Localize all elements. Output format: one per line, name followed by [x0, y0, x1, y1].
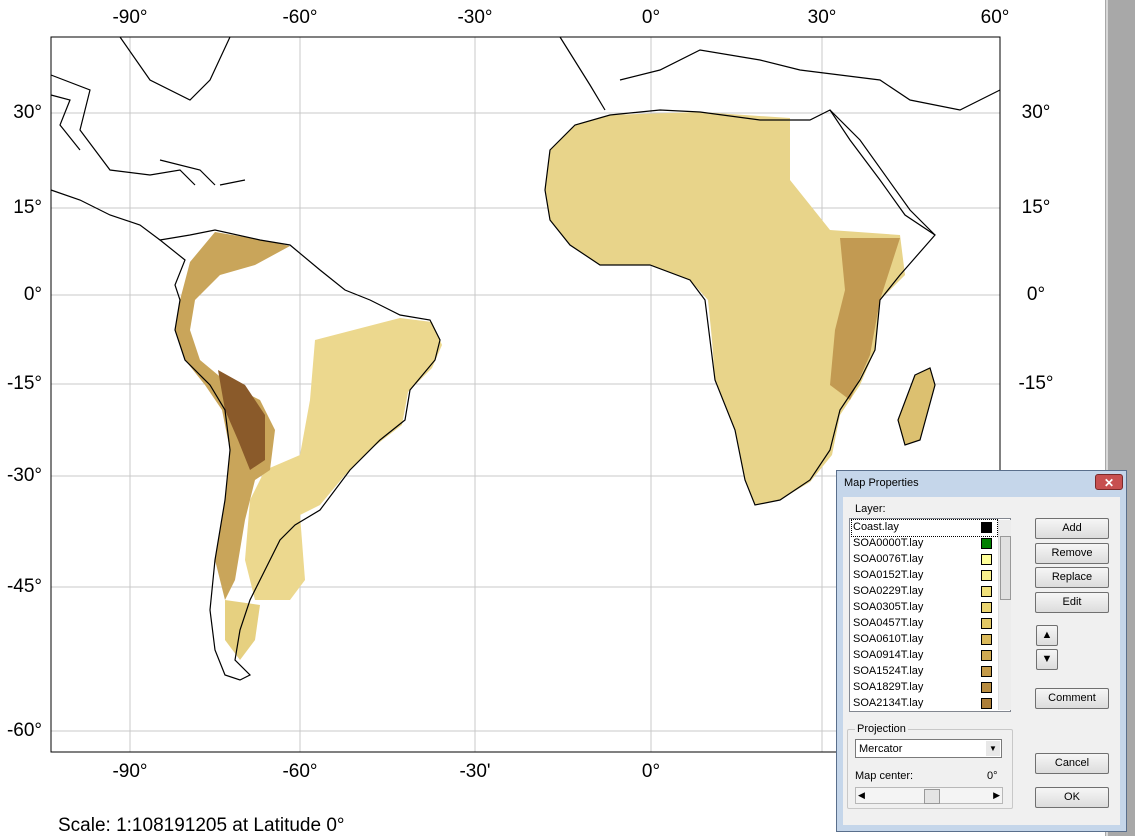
layer-name: SOA2134T.lay	[853, 697, 924, 709]
right-lat-label: 30°	[1022, 102, 1051, 123]
cancel-button[interactable]: Cancel	[1035, 753, 1109, 774]
right-lat-label: 0°	[1027, 284, 1045, 305]
left-lat-label: -45°	[7, 576, 42, 597]
layer-row[interactable]: SOA0457T.lay	[852, 616, 997, 632]
title-bar: Map Properties ✕	[837, 471, 1126, 495]
replace-button[interactable]: Replace	[1035, 567, 1109, 588]
dialog-body: Layer: Coast.lay SOA0000T.lay SOA0076T.lay…	[843, 497, 1120, 825]
close-button[interactable]: ✕	[1095, 474, 1123, 490]
ok-button[interactable]: OK	[1035, 787, 1109, 808]
layer-color	[981, 538, 992, 549]
layer-name: SOA0076T.lay	[853, 553, 924, 565]
left-lat-label: 15°	[13, 197, 42, 218]
remove-button[interactable]: Remove	[1035, 543, 1109, 564]
map-frame	[50, 36, 1001, 753]
layer-row[interactable]: Coast.lay	[851, 519, 998, 537]
left-lat-label: 0°	[24, 284, 42, 305]
left-lat-label: -15°	[7, 373, 42, 394]
slider-right[interactable]: ▶	[993, 790, 1000, 800]
layer-row[interactable]: SOA0000T.lay	[852, 536, 997, 552]
map-center-value: 0°	[987, 770, 998, 782]
layer-row[interactable]: SOA0152T.lay	[852, 568, 997, 584]
layer-name: SOA0914T.lay	[853, 649, 924, 661]
layer-color	[981, 602, 992, 613]
layer-color	[981, 634, 992, 645]
map-properties-dialog: Map Properties ✕ Layer: Coast.lay SOA0000…	[836, 470, 1127, 832]
layer-name: SOA0229T.lay	[853, 585, 924, 597]
layer-color	[981, 586, 992, 597]
dropdown-arrow[interactable]: ▼	[986, 741, 1000, 756]
right-lat-label: -15°	[1018, 373, 1053, 394]
layer-color	[981, 618, 992, 629]
top-lon-label: -60°	[282, 7, 317, 28]
layer-name: SOA0000T.lay	[853, 537, 924, 549]
layer-color	[981, 698, 992, 709]
layer-name: SOA0152T.lay	[853, 569, 924, 581]
right-lat-label: 15°	[1022, 197, 1051, 218]
bottom-lon-label: -30'	[459, 761, 490, 782]
top-lon-label: 60°	[981, 7, 1010, 28]
map-center-slider[interactable]: ◀ ▶	[855, 787, 1003, 804]
edit-button[interactable]: Edit	[1035, 592, 1109, 613]
layer-name: SOA0305T.lay	[853, 601, 924, 613]
layer-color	[981, 570, 992, 581]
add-button[interactable]: Add	[1035, 518, 1109, 539]
list-scrollbar[interactable]	[998, 520, 1011, 710]
slider-thumb[interactable]	[924, 789, 940, 804]
layer-color	[981, 682, 992, 693]
layer-list[interactable]: Coast.lay SOA0000T.lay SOA0076T.lay SOA0152…	[849, 518, 1011, 712]
layer-row[interactable]: SOA2134T.lay	[852, 696, 997, 712]
bottom-lon-label: 0°	[642, 761, 660, 782]
move-down-button[interactable]: ▼	[1036, 649, 1058, 670]
move-up-button[interactable]: ▲	[1036, 625, 1058, 646]
layer-row[interactable]: SOA1829T.lay	[852, 680, 997, 696]
projection-group	[847, 729, 1013, 809]
layer-color	[981, 666, 992, 677]
slider-left[interactable]: ◀	[858, 790, 865, 800]
layer-label: Layer:	[855, 503, 886, 515]
bottom-lon-label: -60°	[282, 761, 317, 782]
left-lat-label: -60°	[7, 720, 42, 741]
top-lon-label: 0°	[642, 7, 660, 28]
dialog-title: Map Properties	[844, 477, 919, 489]
layer-name: SOA1829T.lay	[853, 681, 924, 693]
comment-button[interactable]: Comment	[1035, 688, 1109, 709]
top-lon-label: -30°	[457, 7, 492, 28]
layer-name: Coast.lay	[853, 521, 899, 533]
layer-row[interactable]: SOA1524T.lay	[852, 664, 997, 680]
layer-color	[981, 650, 992, 661]
projection-value: Mercator	[859, 743, 903, 755]
layer-color	[981, 522, 992, 533]
left-lat-label: 30°	[13, 102, 42, 123]
top-lon-label: 30°	[808, 7, 837, 28]
layer-row[interactable]: SOA0305T.lay	[852, 600, 997, 616]
top-lon-label: -90°	[112, 7, 147, 28]
layer-name: SOA1524T.lay	[853, 665, 924, 677]
coastline	[50, 36, 1001, 681]
scroll-thumb[interactable]	[1000, 536, 1011, 600]
map-center-label: Map center:	[855, 770, 914, 782]
layer-row[interactable]: SOA0610T.lay	[852, 632, 997, 648]
projection-label: Projection	[855, 723, 908, 735]
left-lat-label: -30°	[7, 465, 42, 486]
layer-row[interactable]: SOA0914T.lay	[852, 648, 997, 664]
layer-row[interactable]: SOA0229T.lay	[852, 584, 997, 600]
layer-color	[981, 554, 992, 565]
layer-name: SOA0457T.lay	[853, 617, 924, 629]
scale-text: Scale: 1:108191205 at Latitude 0°	[58, 815, 345, 836]
land	[175, 112, 935, 660]
projection-select[interactable]: Mercator ▼	[855, 739, 1002, 758]
layer-row[interactable]: SOA0076T.lay	[852, 552, 997, 568]
bottom-lon-label: -90°	[112, 761, 147, 782]
layer-name: SOA0610T.lay	[853, 633, 924, 645]
